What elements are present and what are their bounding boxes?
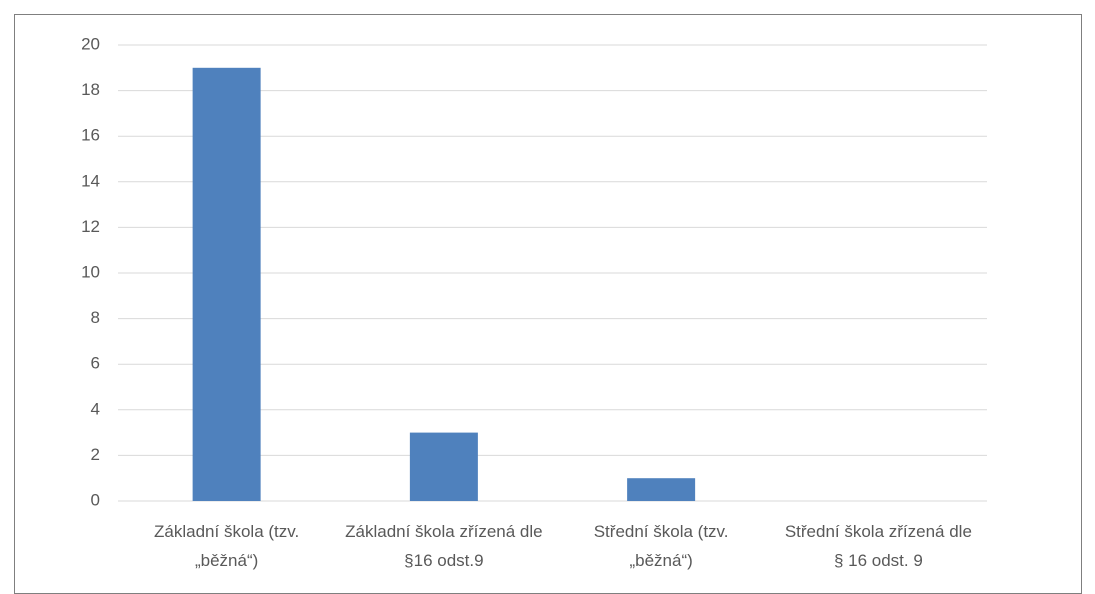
x-tick-label: Střední škola zřízená dle § 16 odst. 9 [784,522,972,570]
y-tick-label: 0 [91,490,100,509]
y-tick-label: 6 [91,354,100,373]
x-tick-label: Základní škola (tzv. „běžná“) [154,522,300,570]
y-tick-label: 14 [81,171,100,190]
y-tick-label: 18 [81,80,100,99]
y-tick-label: 2 [91,445,100,464]
bar [192,67,261,502]
bar [409,432,478,501]
x-tick-label: Střední škola (tzv. „běžná“) [593,522,729,570]
y-tick-label: 12 [81,217,100,236]
y-tick-label: 8 [91,308,100,327]
y-tick-label: 4 [91,399,100,418]
y-tick-label: 10 [81,262,100,281]
y-tick-label: 16 [81,126,100,145]
y-tick-label: 20 [81,34,100,53]
x-tick-label: Základní škola zřízená dle §16 odst.9 [345,522,543,570]
bar [627,478,696,501]
